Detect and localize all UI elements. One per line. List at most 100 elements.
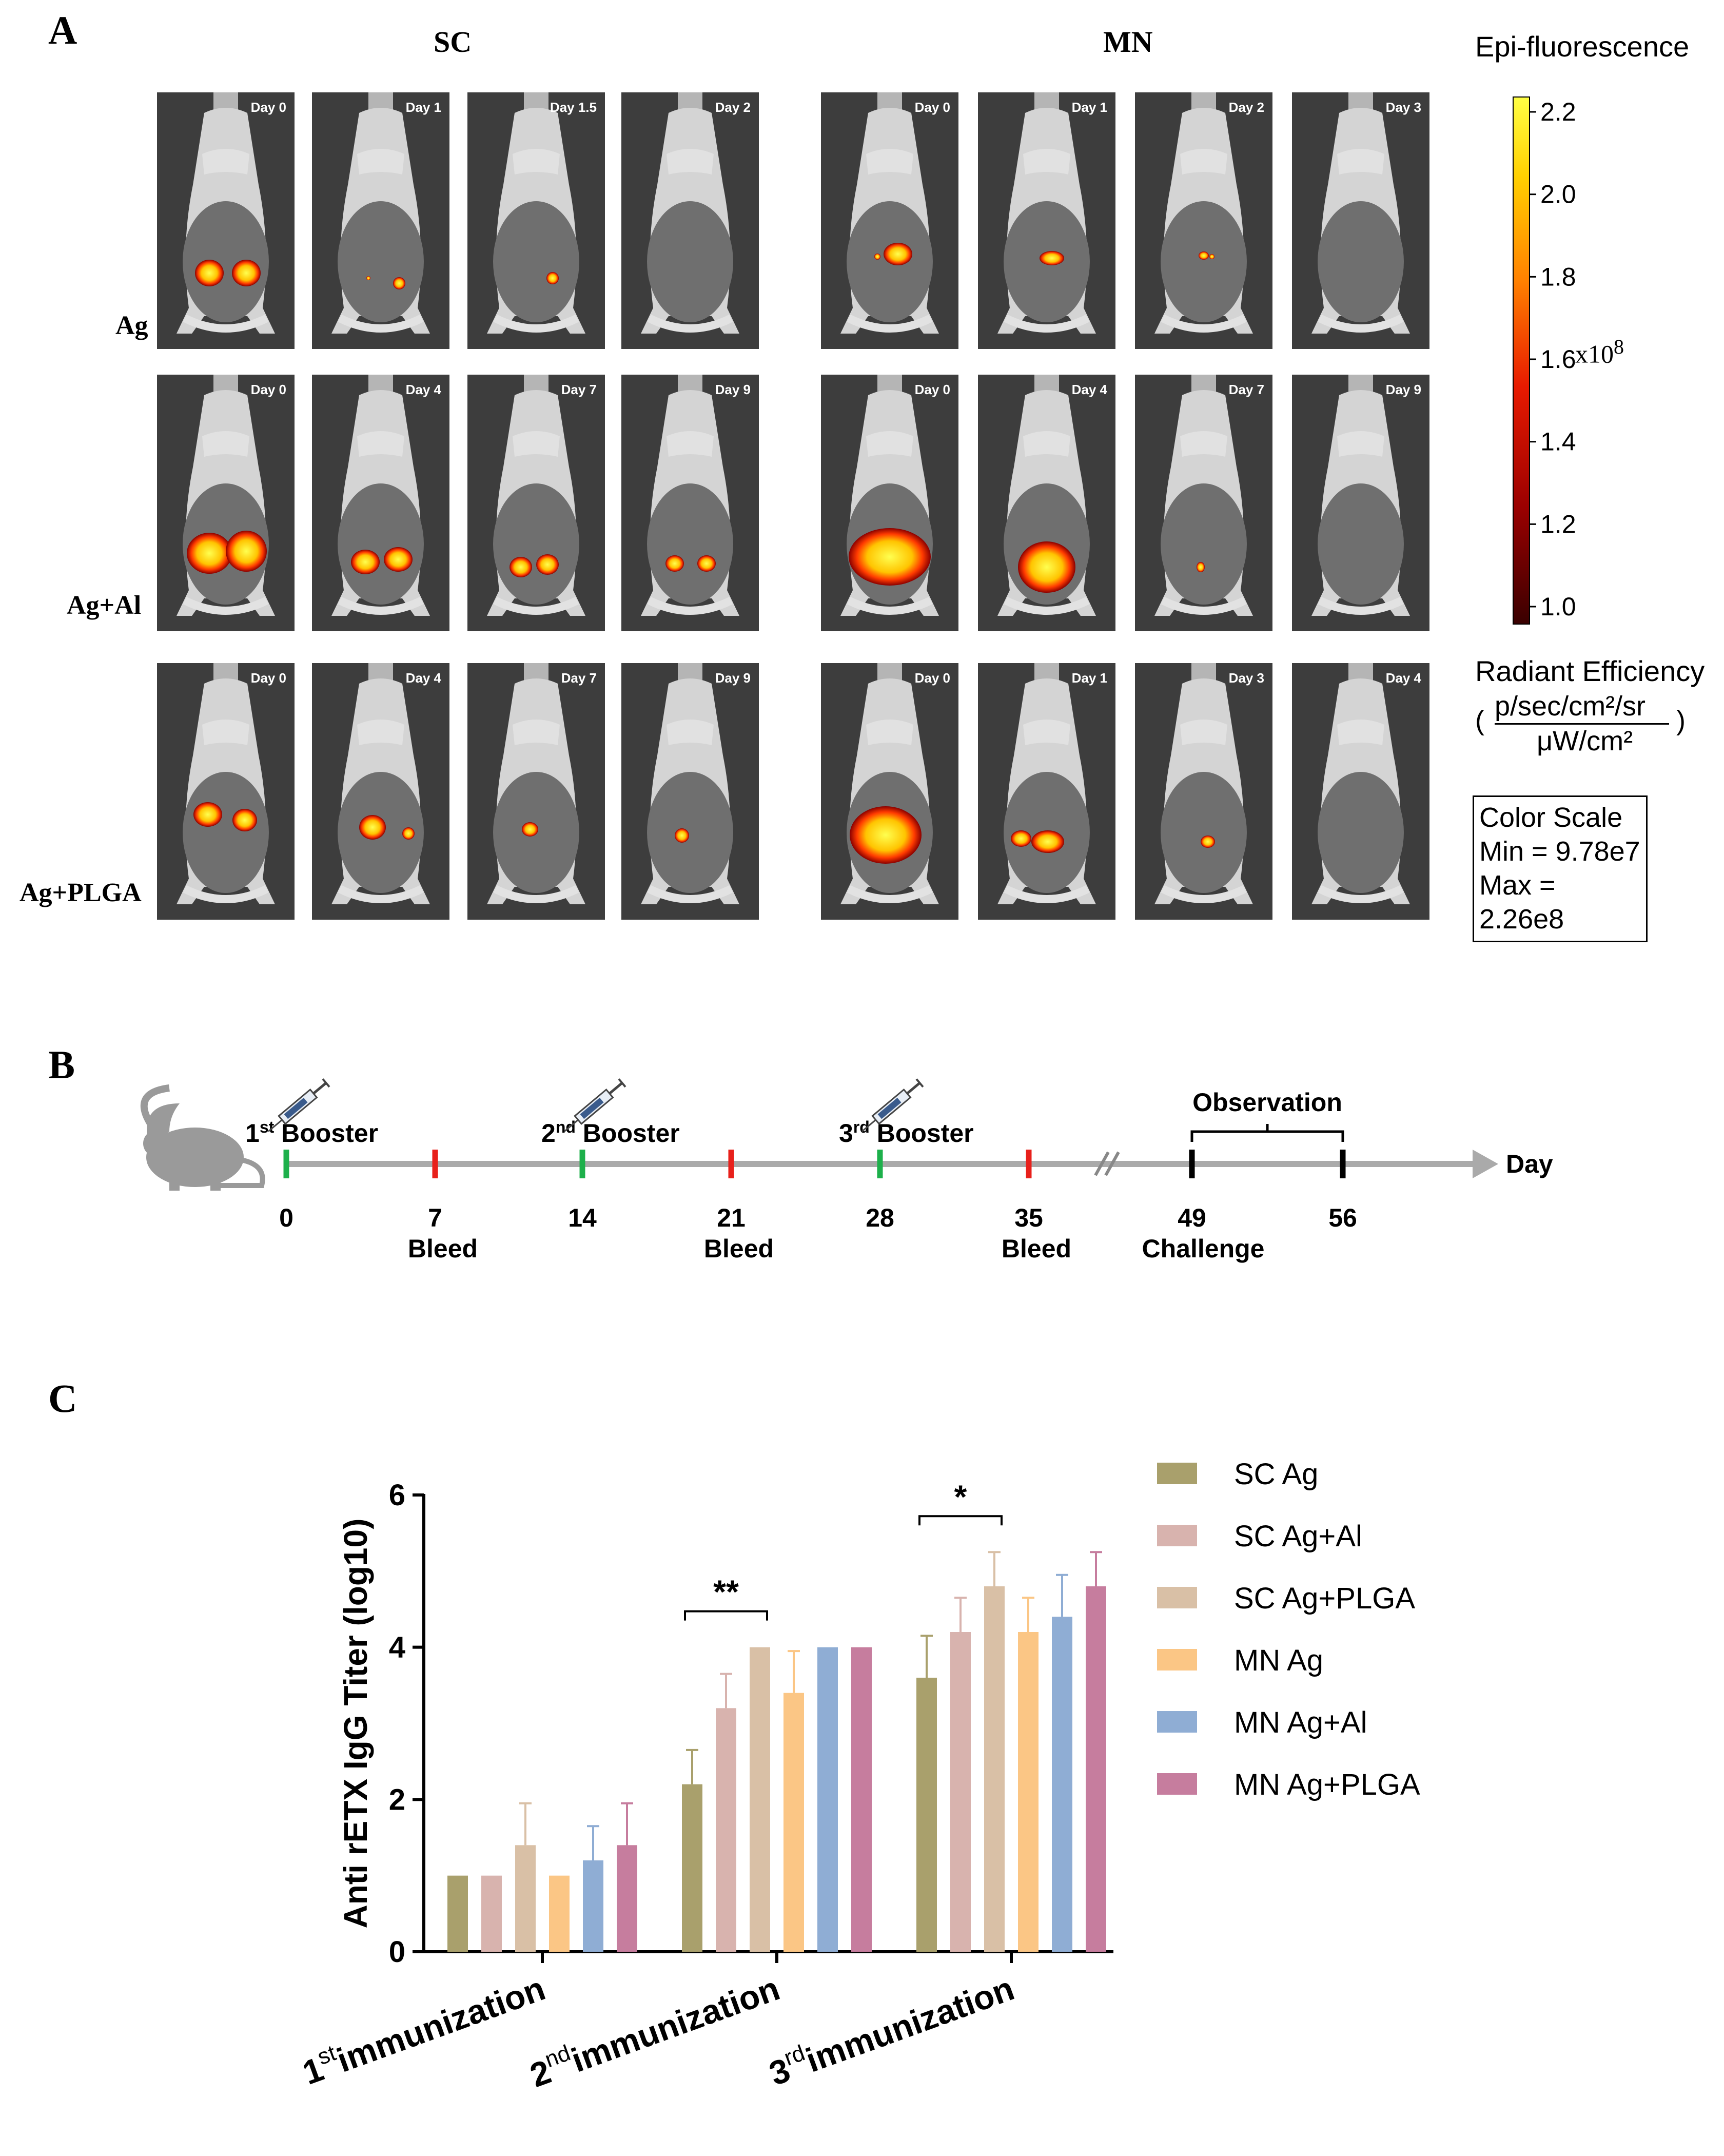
day-label: Day 9 — [715, 382, 751, 397]
fluorescence-signal — [546, 272, 559, 284]
fluorescence-signal — [536, 554, 559, 575]
unit-denominator: μW/cm² — [1537, 726, 1633, 756]
syringe-icon — [563, 1078, 626, 1132]
colorbar-title: Epi-fluorescence — [1475, 30, 1690, 63]
legend-label: MN Ag+Al — [1234, 1706, 1367, 1739]
mouse-image-ag-al-mn-3: Day 7 — [1135, 375, 1272, 631]
mouse-image-ag-sc-3: Day 1.5 — [467, 92, 605, 349]
fluorescence-signal — [193, 802, 222, 827]
day-label: Day 0 — [250, 670, 286, 686]
bar — [1086, 1586, 1106, 1952]
day-label: Day 9 — [1385, 382, 1421, 397]
row-label-ag: Ag — [115, 311, 148, 340]
mouse-figure — [1154, 375, 1253, 616]
legend-swatch — [1157, 1525, 1197, 1546]
bar — [851, 1647, 872, 1952]
legend-swatch — [1157, 1711, 1197, 1733]
mouse-figure — [840, 663, 939, 904]
x-tick-label: 3rdimmunization — [763, 1966, 1019, 2093]
day-tick-label: 21 — [717, 1203, 746, 1232]
color-scale-max: Max = 2.26e8 — [1479, 869, 1564, 935]
mouse-figure — [641, 375, 739, 616]
fluorescence-signal — [1040, 251, 1064, 265]
day-label: Day 4 — [1071, 382, 1107, 397]
mouse-figure — [641, 663, 739, 904]
mouse-image-ag-al-mn-4: Day 9 — [1292, 375, 1429, 631]
day-label: Day 0 — [914, 100, 950, 115]
bar — [750, 1647, 770, 1952]
bar — [1052, 1617, 1072, 1952]
fluorescence-signal — [884, 243, 912, 265]
bar — [716, 1708, 736, 1952]
mouse-image-ag-sc-1: Day 0 — [157, 92, 295, 349]
bar — [583, 1860, 603, 1952]
fluorescence-signal — [1209, 254, 1214, 259]
legend-swatch — [1157, 1773, 1197, 1795]
significance-label: ** — [713, 1574, 739, 1610]
day-label: Day 7 — [561, 382, 597, 397]
day-label: Day 1 — [1071, 100, 1107, 115]
day-label: Day 7 — [561, 670, 597, 686]
mouse-image-ag-mn-4: Day 3 — [1292, 92, 1429, 349]
booster-label: 2nd Booster — [541, 1118, 680, 1148]
day-label: Day 1.5 — [550, 100, 597, 115]
fluorescence-signal — [195, 260, 224, 286]
mouse-image-ag-al-mn-1: Day 0 — [821, 375, 958, 631]
fluorescence-signal — [874, 254, 880, 260]
fluorescence-signal — [402, 827, 415, 840]
mouse-figure — [487, 92, 585, 334]
day-label: Day 1 — [405, 100, 441, 115]
mouse-image-ag-mn-2: Day 1 — [978, 92, 1115, 349]
colorbar-ticks: 2.2 2.0 1.8 1.6 1.4 1.2 1.0 — [1529, 98, 1576, 621]
bar — [1018, 1632, 1039, 1952]
y-tick-label: 4 — [389, 1631, 405, 1664]
group-label-sc: SC — [434, 25, 472, 59]
x-tick-label: 1stimmunization — [297, 1966, 550, 2092]
day-label: Day 7 — [1228, 382, 1264, 397]
mouse-figure — [487, 663, 585, 904]
syringe-icon — [861, 1078, 924, 1132]
day-tick-label: 56 — [1328, 1203, 1357, 1232]
observation-label: Observation — [1192, 1088, 1342, 1117]
observation-bracket — [1190, 1124, 1344, 1142]
mouse-image-ag-al-sc-3: Day 7 — [467, 375, 605, 631]
significance-bracket — [918, 1515, 1003, 1526]
fluorescence-signal — [665, 555, 684, 572]
fluorescence-signal — [522, 822, 538, 837]
mouse-image-ag-plga-mn-1: Day 0 — [821, 663, 958, 920]
legend-label: SC Ag — [1234, 1458, 1318, 1491]
booster-label: 1st Booster — [245, 1118, 378, 1148]
fluorescence-signal — [1199, 251, 1209, 260]
bar — [617, 1845, 637, 1952]
day-tick-label: 49 — [1178, 1203, 1206, 1232]
day-tick-label: 35 — [1014, 1203, 1043, 1232]
day-label: Day 2 — [1228, 100, 1264, 115]
row-label-ag-plga: Ag+PLGA — [19, 878, 142, 907]
mouse-figure — [177, 92, 275, 334]
booster-label: 3rd Booster — [839, 1118, 974, 1148]
bar — [481, 1875, 502, 1952]
paren-close: ) — [1676, 705, 1686, 736]
mouse-figure — [840, 92, 939, 334]
colorbar-gradient — [1513, 96, 1530, 625]
colorbar-tick-label: 1.0 — [1540, 592, 1576, 621]
day-label: Day 0 — [914, 382, 950, 397]
mouse-image-ag-sc-2: Day 1 — [312, 92, 449, 349]
fluorescence-signal — [1031, 830, 1064, 853]
fluorescence-signal — [232, 260, 261, 286]
mouse-figure — [177, 663, 275, 904]
mouse-image-ag-plga-sc-2: Day 4 — [312, 663, 449, 920]
day-tick-label: 14 — [568, 1203, 597, 1232]
paren-open: ( — [1475, 705, 1484, 736]
fluorescence-signal — [849, 528, 931, 586]
legend-swatch — [1157, 1649, 1197, 1671]
mouse-image-ag-al-sc-1: Day 0 — [157, 375, 295, 631]
axis-day-label: Day — [1506, 1150, 1553, 1178]
mouse-image-ag-plga-mn-2: Day 1 — [978, 663, 1115, 920]
day-tick-label: 28 — [866, 1203, 894, 1232]
mouse-figure — [641, 92, 739, 334]
bar — [682, 1784, 702, 1952]
mouse-image-ag-plga-sc-1: Day 0 — [157, 663, 295, 920]
mouse-image-ag-al-sc-2: Day 4 — [312, 375, 449, 631]
day-label: Day 2 — [715, 100, 751, 115]
